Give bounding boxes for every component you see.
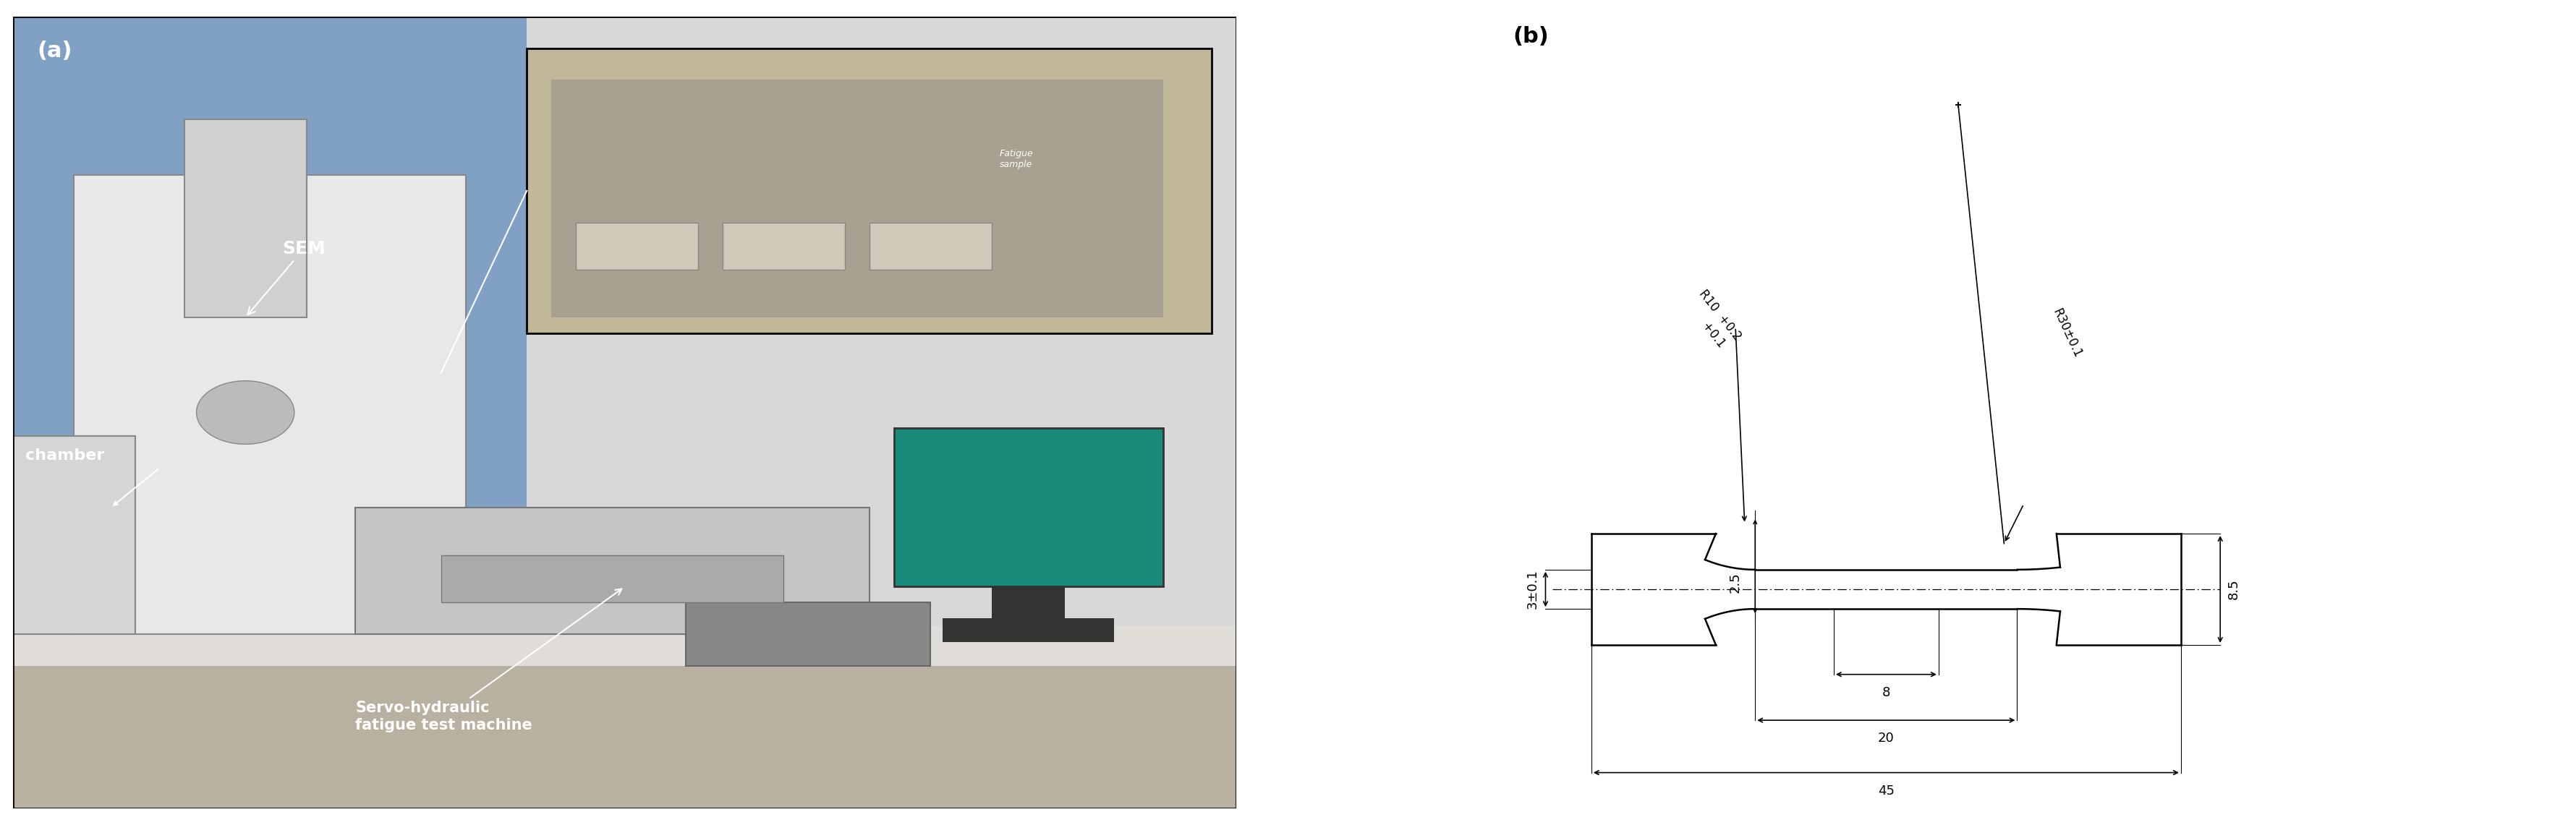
Bar: [526, 16, 1236, 650]
Bar: [868, 223, 992, 270]
Bar: [551, 80, 1162, 318]
Text: 8.5: 8.5: [2226, 579, 2239, 600]
Bar: [355, 507, 868, 634]
Bar: [685, 602, 930, 666]
Text: 3±0.1: 3±0.1: [1525, 569, 1538, 609]
Bar: [75, 175, 466, 634]
Text: (a): (a): [36, 40, 72, 61]
Bar: [721, 223, 845, 270]
Text: Fatigue
sample: Fatigue sample: [999, 149, 1033, 169]
Text: R10  +0.2
       +0.1: R10 +0.2 +0.1: [1682, 287, 1744, 354]
Text: 2.5: 2.5: [1728, 573, 1741, 593]
Text: Servo-hydraulic
fatigue test machine: Servo-hydraulic fatigue test machine: [355, 589, 621, 733]
Bar: [13, 436, 134, 634]
Bar: [13, 626, 1236, 666]
Text: 8: 8: [1883, 686, 1891, 700]
Bar: [440, 555, 783, 602]
Text: (b): (b): [1512, 26, 1548, 47]
Text: R30±0.1: R30±0.1: [2050, 307, 2084, 361]
Bar: [13, 634, 1236, 808]
Bar: [894, 428, 1162, 587]
Text: chamber: chamber: [26, 449, 103, 463]
Bar: [185, 120, 307, 318]
Text: 45: 45: [1878, 785, 1893, 798]
FancyBboxPatch shape: [526, 48, 1211, 333]
Bar: [992, 571, 1066, 634]
Ellipse shape: [196, 381, 294, 444]
Bar: [943, 619, 1113, 642]
Text: 20: 20: [1878, 732, 1893, 745]
Text: SEM: SEM: [247, 240, 325, 314]
Bar: [574, 223, 698, 270]
Bar: [13, 16, 526, 650]
